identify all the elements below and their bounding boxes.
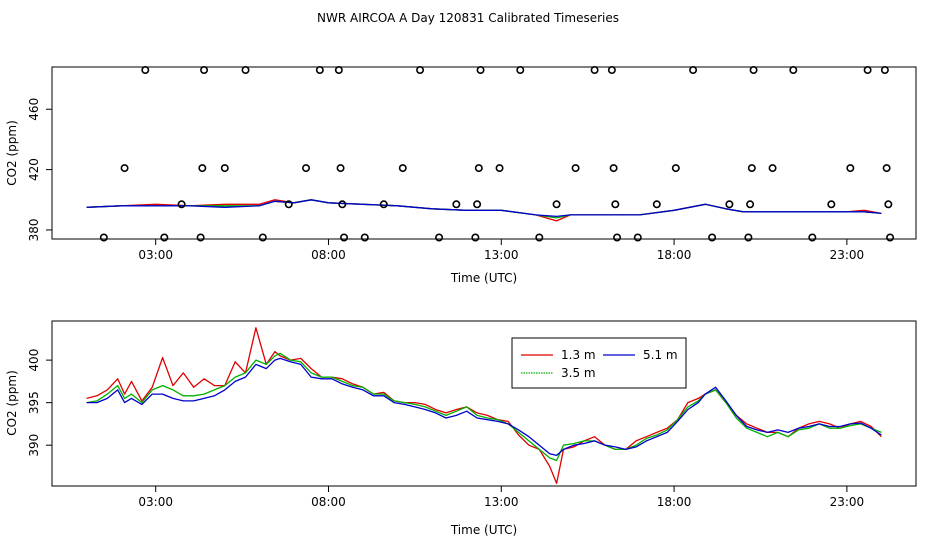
- bottom-series-3-5-m: [86, 352, 882, 462]
- top-series-group: [86, 199, 882, 222]
- top-x-tick-label: 13:00: [484, 248, 519, 262]
- outlier-circle: [160, 233, 169, 242]
- outlier-circle: [613, 233, 622, 242]
- outlier-circle: [177, 200, 186, 209]
- outlier-circle: [827, 200, 836, 209]
- outlier-circle: [302, 164, 311, 173]
- outlier-circle: [689, 66, 698, 75]
- legend: 1.3 m 5.1 m 3.5 m: [511, 337, 687, 389]
- bottom-series-5-1-m: [86, 357, 882, 457]
- outlier-circle: [749, 66, 758, 75]
- outlier-circle: [471, 233, 480, 242]
- outlier-circle: [495, 164, 504, 173]
- top-plot-frame: [51, 66, 917, 240]
- top-x-tick-label: 03:00: [138, 248, 173, 262]
- top-y-tick-label: 420: [27, 158, 41, 181]
- top-panel: 03:00 08:00 13:00 18:00 23:00 380 420 460 Time …: [5, 66, 917, 285]
- outlier-circle: [808, 233, 817, 242]
- outlier-circle: [590, 66, 599, 75]
- outlier-circle: [200, 66, 209, 75]
- outlier-circle: [416, 66, 425, 75]
- outlier-circle: [473, 200, 482, 209]
- figure-title: NWR AIRCOA A Day 120831 Calibrated Times…: [317, 11, 619, 25]
- outlier-circle: [744, 233, 753, 242]
- outlier-circle: [315, 66, 324, 75]
- top-outlier-points: [99, 66, 895, 242]
- outlier-circle: [120, 164, 129, 173]
- outlier-circle: [708, 233, 717, 242]
- outlier-circle: [338, 200, 347, 209]
- top-x-axis-label: Time (UTC): [450, 271, 517, 285]
- top-x-tick-label: 08:00: [311, 248, 346, 262]
- outlier-circle: [882, 164, 891, 173]
- bottom-y-tick-label: 395: [27, 391, 41, 414]
- outlier-circle: [516, 66, 525, 75]
- outlier-circle: [379, 200, 388, 209]
- outlier-circle: [284, 200, 293, 209]
- bottom-x-tick-label: 18:00: [657, 495, 692, 509]
- outlier-circle: [846, 164, 855, 173]
- outlier-circle: [340, 233, 349, 242]
- outlier-circle: [633, 233, 642, 242]
- outlier-circle: [886, 233, 895, 242]
- outlier-circle: [220, 164, 229, 173]
- legend-label-1-3m: 1.3 m: [561, 348, 596, 362]
- outlier-circle: [552, 200, 561, 209]
- legend-box: [511, 337, 687, 389]
- outlier-circle: [198, 164, 207, 173]
- outlier-circle: [141, 66, 150, 75]
- outlier-circle: [609, 164, 618, 173]
- outlier-circle: [746, 200, 755, 209]
- top-y-tick-label: 460: [27, 98, 41, 121]
- bottom-panel: 03:00 08:00 13:00 18:00 23:00 390 395 400 Time …: [5, 320, 917, 537]
- bottom-y-axis-label: CO2 (ppm): [5, 370, 19, 436]
- bottom-y-tick-label: 400: [27, 349, 41, 372]
- outlier-circle: [535, 233, 544, 242]
- outlier-circle: [671, 164, 680, 173]
- legend-label-5-1m: 5.1 m: [643, 348, 678, 362]
- outlier-circle: [99, 233, 108, 242]
- outlier-circle: [789, 66, 798, 75]
- outlier-circle: [863, 66, 872, 75]
- outlier-circle: [474, 164, 483, 173]
- outlier-circle: [476, 66, 485, 75]
- outlier-circle: [241, 66, 250, 75]
- outlier-circle: [768, 164, 777, 173]
- outlier-circle: [360, 233, 369, 242]
- outlier-circle: [452, 200, 461, 209]
- bottom-plot-frame: [51, 320, 917, 487]
- legend-label-3-5m: 3.5 m: [561, 366, 596, 380]
- outlier-circle: [880, 66, 889, 75]
- outlier-circle: [611, 200, 620, 209]
- top-x-tick-label: 18:00: [657, 248, 692, 262]
- outlier-circle: [607, 66, 616, 75]
- outlier-circle: [725, 200, 734, 209]
- bottom-x-tick-label: 08:00: [311, 495, 346, 509]
- outlier-circle: [747, 164, 756, 173]
- outlier-circle: [196, 233, 205, 242]
- bottom-x-tick-label: 13:00: [484, 495, 519, 509]
- outlier-circle: [336, 164, 345, 173]
- outlier-circle: [258, 233, 267, 242]
- bottom-x-tick-label: 23:00: [830, 495, 865, 509]
- outlier-circle: [652, 200, 661, 209]
- outlier-circle: [435, 233, 444, 242]
- top-y-tick-label: 380: [27, 218, 41, 241]
- top-y-axis-label: CO2 (ppm): [5, 120, 19, 186]
- bottom-series-1-3-m: [86, 327, 882, 485]
- top-x-tick-label: 23:00: [830, 248, 865, 262]
- top-series-5-1-m: [86, 199, 882, 218]
- top-series-3-5-m: [86, 199, 882, 219]
- outlier-circle: [571, 164, 580, 173]
- bottom-x-axis-label: Time (UTC): [450, 523, 517, 537]
- bottom-x-tick-label: 03:00: [138, 495, 173, 509]
- top-axes: 03:00 08:00 13:00 18:00 23:00 380 420 460: [27, 98, 864, 262]
- bottom-axes: 03:00 08:00 13:00 18:00 23:00 390 395 400: [27, 349, 864, 509]
- outlier-circle: [334, 66, 343, 75]
- bottom-y-tick-label: 390: [27, 434, 41, 457]
- outlier-circle: [398, 164, 407, 173]
- outlier-circle: [884, 200, 893, 209]
- bottom-series-group: [86, 327, 882, 485]
